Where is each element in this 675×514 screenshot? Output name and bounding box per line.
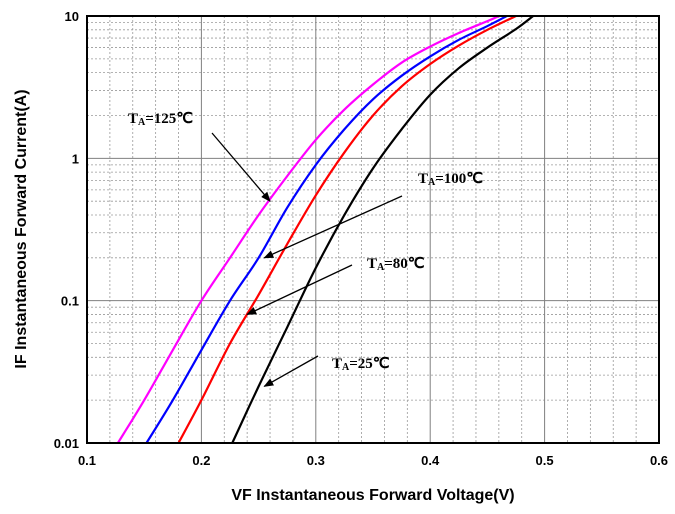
y-tick-label: 1 <box>72 151 79 166</box>
temperature-label-subscript: A <box>342 362 350 373</box>
series-line-3 <box>231 15 534 444</box>
temperature-label-t: T <box>128 111 138 127</box>
annotation-arrow-0 <box>211 132 271 202</box>
temperature-label-2: TA=80℃ <box>367 256 425 273</box>
temperature-label-value: =125℃ <box>145 111 193 127</box>
temperature-label-t: T <box>418 171 428 187</box>
temperature-label-1: TA=100℃ <box>418 171 483 188</box>
temperature-label-value: =100℃ <box>435 171 483 187</box>
series-layer <box>116 14 534 444</box>
x-tick-label: 0.5 <box>536 453 554 468</box>
y-tick-label: 0.1 <box>61 294 79 309</box>
tick-labels: 0.1 0.2 0.3 0.4 0.5 0.6 0.01 0.1 1 10 <box>54 9 668 468</box>
series-line-1 <box>145 15 508 444</box>
annotation-arrow-3 <box>263 355 319 387</box>
temperature-label-value: =25℃ <box>349 356 390 372</box>
annotation-arrow-2 <box>246 264 353 316</box>
y-axis-title: IF Instantaneous Forward Current(A) <box>13 89 30 368</box>
y-tick-label: 0.01 <box>54 436 79 451</box>
x-tick-label: 0.6 <box>650 453 668 468</box>
temperature-label-t: T <box>367 256 377 272</box>
minor-grid <box>87 16 659 443</box>
plot-frame <box>86 15 660 444</box>
temperature-label-subscript: A <box>138 117 146 128</box>
x-tick-label: 0.3 <box>307 453 325 468</box>
annotations: TA=125℃TA=100℃TA=80℃TA=25℃ <box>128 111 483 387</box>
temperature-label-subscript: A <box>377 262 385 273</box>
temperature-label-0: TA=125℃ <box>128 111 193 128</box>
x-tick-label: 0.2 <box>192 453 210 468</box>
y-tick-label: 10 <box>65 9 79 24</box>
x-axis-title: VF Instantaneous Forward Voltage(V) <box>231 487 514 504</box>
temperature-label-value: =80℃ <box>384 256 425 272</box>
temperature-label-subscript: A <box>428 177 436 188</box>
series-line-0 <box>116 14 500 444</box>
major-grid <box>87 16 659 443</box>
annotation-arrow-1 <box>263 195 403 259</box>
temperature-label-t: T <box>332 356 342 372</box>
x-tick-label: 0.4 <box>421 453 440 468</box>
temperature-label-3: TA=25℃ <box>332 356 390 373</box>
x-tick-label: 0.1 <box>78 453 96 468</box>
series-line-2 <box>177 15 517 444</box>
